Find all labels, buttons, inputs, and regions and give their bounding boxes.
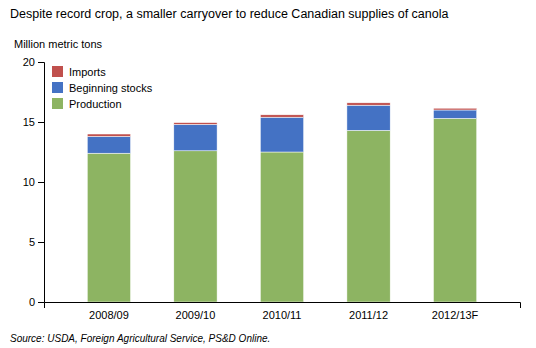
x-axis: 2008/09 2009/10 2010/11 2011/12 2012/13F <box>45 303 521 321</box>
legend-item: Imports <box>52 66 106 78</box>
y-axis-line <box>38 63 45 303</box>
bar <box>260 115 303 117</box>
y-tick: 15 <box>23 116 44 128</box>
x-tick-label: 2010/11 <box>263 309 302 321</box>
y-tick-mark <box>38 302 44 303</box>
title: Despite record crop, a smaller carryover… <box>10 7 448 21</box>
bar <box>174 123 217 125</box>
bar <box>433 110 476 118</box>
bars <box>87 103 476 302</box>
legend-swatch <box>52 82 63 93</box>
bar <box>87 136 130 153</box>
bar-series <box>87 105 476 153</box>
x-tick: 2012/13F <box>432 309 479 321</box>
x-tick: 2011/12 <box>349 309 388 321</box>
bar <box>87 134 130 136</box>
bar <box>260 117 303 152</box>
y-tick-label: 10 <box>23 176 35 188</box>
y-axis-title: Million metric tons <box>14 38 103 50</box>
bar <box>433 118 476 302</box>
bar <box>174 151 217 302</box>
bar <box>433 108 476 110</box>
x-tick-label: 2008/09 <box>89 309 129 321</box>
chart: Despite record crop, a smaller carryover… <box>0 0 536 348</box>
legend-swatch <box>52 98 63 109</box>
y-tick: 0 <box>29 296 44 308</box>
bar <box>174 124 217 150</box>
y-tick-mark <box>38 122 44 123</box>
bar <box>347 105 390 130</box>
plot-area: 0 5 10 15 20 2008/09 2009/10 2010/11 2011/12 2012… <box>23 56 521 321</box>
bar <box>87 153 130 302</box>
y-tick: 10 <box>23 176 44 188</box>
y-tick: 5 <box>29 236 44 248</box>
bar <box>347 130 390 302</box>
y-tick-mark <box>38 182 44 183</box>
legend: Imports Beginning stocks Production <box>52 66 153 110</box>
x-tick-label: 2012/13F <box>432 309 479 321</box>
bar <box>260 152 303 302</box>
y-tick-label: 20 <box>23 56 35 68</box>
y-tick-mark <box>38 62 44 63</box>
legend-item: Beginning stocks <box>52 82 153 94</box>
y-axis: 0 5 10 15 20 <box>23 56 45 308</box>
legend-item: Production <box>52 98 122 110</box>
x-tick: 2008/09 <box>89 309 129 321</box>
legend-label: Imports <box>69 66 106 78</box>
y-tick-label: 15 <box>23 116 35 128</box>
x-axis-line <box>45 303 521 309</box>
y-tick-label: 5 <box>29 236 35 248</box>
y-tick-label: 0 <box>29 296 35 308</box>
legend-swatch <box>52 66 63 77</box>
x-tick: 2009/10 <box>176 309 216 321</box>
bar-series <box>87 103 476 137</box>
x-tick-label: 2011/12 <box>349 309 388 321</box>
source-note: Source: USDA, Foreign Agricultural Servi… <box>10 333 270 344</box>
legend-label: Beginning stocks <box>69 82 153 94</box>
bar <box>347 103 390 105</box>
legend-label: Production <box>69 98 122 110</box>
y-tick-mark <box>38 242 44 243</box>
y-tick: 20 <box>23 56 44 68</box>
x-tick: 2010/11 <box>263 309 302 321</box>
x-tick-label: 2009/10 <box>176 309 216 321</box>
